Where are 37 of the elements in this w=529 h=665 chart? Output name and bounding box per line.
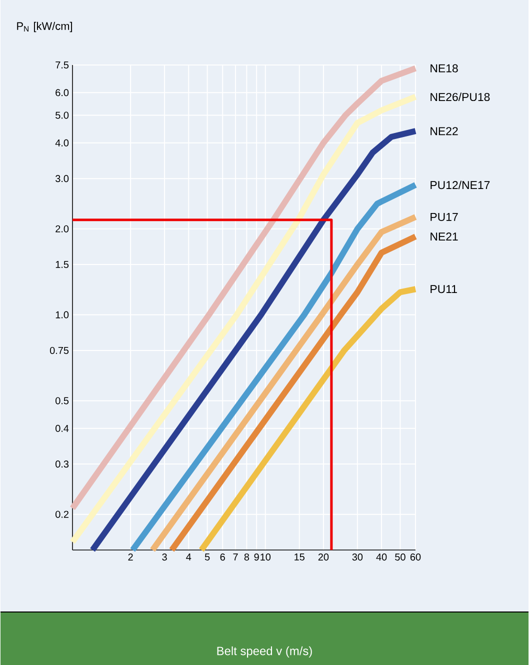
y-tick-label: 6.0 <box>56 89 69 96</box>
x-tick-label: 50 <box>395 554 406 561</box>
y-tick-label: 1.5 <box>56 261 69 268</box>
x-tick-label: 6 <box>220 554 225 561</box>
x-tick-label: 5 <box>204 554 210 560</box>
x-tick-label: 9 <box>254 554 259 561</box>
y-tick-label: 0.3 <box>56 460 69 468</box>
y-tick-label: 5.0 <box>56 112 69 119</box>
y-tick-label: 0.2 <box>56 510 68 518</box>
x-tick-label: 3 <box>162 554 167 561</box>
y-tick-label: 0.5 <box>56 397 69 404</box>
y-tick-label: 4.0 <box>55 139 69 146</box>
x-tick-label: 40 <box>376 554 387 561</box>
series-label: PU17 <box>430 213 458 222</box>
y-tick-label: 2.0 <box>56 225 69 232</box>
series-label: PU11 <box>430 285 457 294</box>
x-tick-label: 2 <box>128 554 133 560</box>
x-tick-label: 8 <box>244 554 250 561</box>
series-label: NE21 <box>430 232 458 241</box>
y-axis-title: P$_{N}$ [kW/cm] <box>17 22 72 32</box>
y-tick-label: 1.0 <box>56 311 69 318</box>
series-label: NE22 <box>430 127 458 136</box>
series-label: PU12/NE17 <box>430 180 490 190</box>
x-tick-label: 30 <box>352 554 363 561</box>
x-tick-label: 7 <box>233 554 238 560</box>
x-tick-label: 60 <box>410 554 421 561</box>
x-tick-label: 4 <box>186 554 192 560</box>
x-tick-label: 20 <box>318 554 329 561</box>
y-tick-label: 0.75 <box>50 346 69 354</box>
y-tick-label: 7.5 <box>56 62 69 68</box>
y-tick-label: 3.0 <box>56 175 69 182</box>
series-label: NE26/PU18 <box>430 92 490 102</box>
series-label: NE18 <box>430 64 458 72</box>
x-tick-label: 10 <box>260 554 271 561</box>
x-tick-label: 15 <box>294 554 304 560</box>
text: Belt speed v (m/s) <box>217 646 312 658</box>
y-tick-label: 0.4 <box>56 424 69 432</box>
